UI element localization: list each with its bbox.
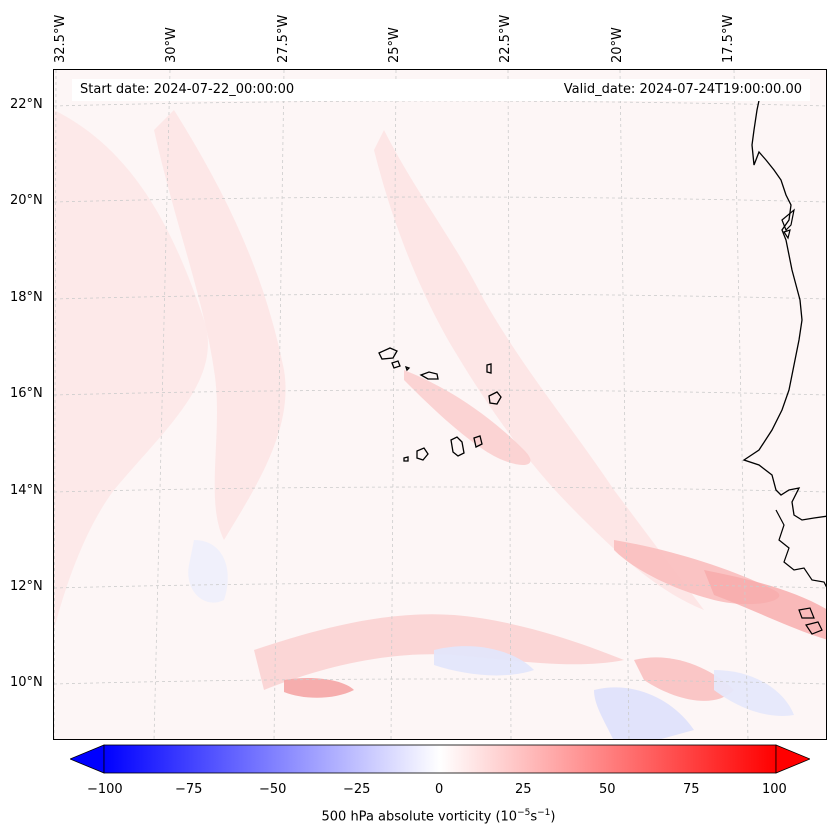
island-fogo bbox=[416, 447, 429, 461]
positive-core-coast bbox=[704, 570, 826, 640]
positive-core-southeast bbox=[634, 657, 734, 701]
lon-label: 20°W bbox=[610, 27, 625, 63]
colorbar-tick: 100 bbox=[762, 782, 787, 797]
colorbar-tick: 0 bbox=[435, 782, 444, 797]
gridline-12n bbox=[54, 582, 826, 589]
negative-blob-2 bbox=[594, 687, 694, 739]
colorbar-label: 500 hPa absolute vorticity (10−5s−1) bbox=[321, 808, 556, 825]
gridline-16n bbox=[54, 389, 826, 396]
graticule bbox=[54, 70, 826, 739]
colorbar-max-extend bbox=[775, 744, 812, 774]
positive-band-west bbox=[54, 110, 208, 630]
lon-label: 32.5°W bbox=[53, 14, 68, 63]
lon-label: 17.5°W bbox=[721, 14, 736, 63]
gridline-22n bbox=[54, 100, 826, 107]
lat-label: 14°N bbox=[10, 483, 43, 498]
lat-label: 20°N bbox=[10, 193, 43, 208]
positive-core-capeverde bbox=[404, 370, 531, 465]
positive-band-west-2 bbox=[154, 110, 286, 540]
colorbar-tick: −100 bbox=[87, 782, 123, 797]
colorbar-tick: −75 bbox=[175, 782, 203, 797]
island-santa-luzia bbox=[404, 365, 411, 372]
gridline-14n bbox=[54, 486, 826, 493]
map-info-bar: Start date: 2024-07-22_00:00:00 Valid_da… bbox=[72, 79, 810, 101]
lat-label: 22°N bbox=[10, 97, 43, 112]
island-santiago bbox=[450, 436, 465, 457]
island-maio bbox=[473, 435, 483, 448]
cape-verde-islands bbox=[378, 347, 502, 462]
island-sao-nicolau bbox=[419, 371, 439, 380]
gridline-10n bbox=[54, 678, 826, 685]
island-boa-vista bbox=[488, 391, 502, 405]
gridline-27-5w bbox=[273, 70, 285, 739]
colorbar-graphic bbox=[68, 744, 812, 774]
gridline-17-5w bbox=[733, 70, 749, 739]
colorbar-tick: 75 bbox=[683, 782, 700, 797]
lon-label: 22.5°W bbox=[498, 14, 513, 63]
gridline-18n bbox=[54, 293, 826, 300]
island-sal bbox=[486, 363, 492, 374]
lat-label: 16°N bbox=[10, 386, 43, 401]
colorbar bbox=[68, 744, 812, 774]
colorbar-tick: 50 bbox=[599, 782, 616, 797]
island-sao-vicente bbox=[391, 360, 401, 369]
colorbar-tick: 25 bbox=[515, 782, 532, 797]
gridline-22-5w bbox=[507, 70, 512, 739]
lat-label: 18°N bbox=[10, 290, 43, 305]
island-brava bbox=[403, 456, 409, 462]
negative-blob-4 bbox=[188, 540, 228, 603]
lon-label: 27.5°W bbox=[276, 14, 291, 63]
gridline-20n bbox=[54, 196, 826, 203]
lon-label: 25°W bbox=[387, 27, 402, 63]
colorbar-tick: −50 bbox=[259, 782, 287, 797]
colorbar-tick: −25 bbox=[343, 782, 371, 797]
positive-core-south bbox=[284, 678, 354, 698]
gridline-25w bbox=[390, 70, 397, 739]
map-canvas bbox=[54, 70, 826, 739]
island-santo-antao bbox=[378, 347, 398, 360]
map-frame[interactable]: Start date: 2024-07-22_00:00:00 Valid_da… bbox=[53, 69, 827, 740]
gridline-20w bbox=[619, 70, 630, 739]
colorbar-min-extend bbox=[68, 744, 105, 774]
lon-label: 30°W bbox=[164, 27, 179, 63]
lat-label: 10°N bbox=[10, 675, 43, 690]
positive-band-central bbox=[374, 130, 704, 610]
start-date-label: Start date: 2024-07-22_00:00:00 bbox=[80, 82, 295, 97]
gridline-32-5w bbox=[54, 70, 57, 739]
lat-label: 12°N bbox=[10, 579, 43, 594]
west-africa-coastline bbox=[742, 90, 826, 521]
vorticity-field bbox=[54, 70, 826, 739]
colorbar-gradient bbox=[103, 744, 777, 774]
valid-date-label: Valid_date: 2024-07-24T19:00:00.00 bbox=[563, 82, 802, 97]
coast-south-islands bbox=[775, 509, 826, 635]
negative-blob-1 bbox=[434, 646, 534, 676]
coast-detail-north bbox=[781, 208, 795, 240]
gridline-30w bbox=[153, 70, 171, 739]
